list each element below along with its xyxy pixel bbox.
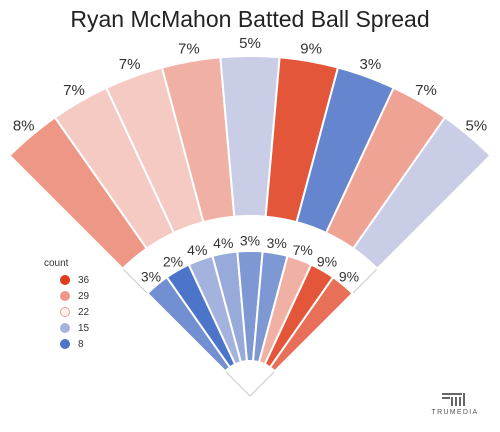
infield-label: 9% xyxy=(339,269,359,285)
trumedia-logo: TRUMEDIA xyxy=(424,392,486,416)
legend-label: 15 xyxy=(78,322,90,334)
infield-label: 2% xyxy=(163,253,183,269)
legend-items: 36 29 22 15 8 xyxy=(44,272,89,352)
outfield-label: 5% xyxy=(465,117,487,134)
trumedia-logo-icon xyxy=(442,393,465,406)
outfield-label: 7% xyxy=(178,40,200,57)
infield-label: 3% xyxy=(267,235,287,251)
legend-label: 36 xyxy=(78,274,90,286)
legend-swatch xyxy=(60,339,70,349)
outfield-label: 9% xyxy=(300,40,322,57)
outfield-label: 7% xyxy=(415,82,437,99)
legend-item: 8 xyxy=(44,336,89,352)
infield-label: 3% xyxy=(141,269,161,285)
outfield-label: 8% xyxy=(13,117,35,134)
legend-item: 36 xyxy=(44,272,89,288)
legend-swatch xyxy=(60,275,70,285)
infield-label: 7% xyxy=(293,242,313,258)
legend-label: 22 xyxy=(78,306,90,318)
legend-swatch xyxy=(60,307,70,317)
infield-label: 4% xyxy=(187,242,207,258)
outfield-label: 7% xyxy=(119,56,141,73)
legend-title: count xyxy=(44,258,69,269)
outfield-wedge xyxy=(351,116,492,271)
legend-label: 8 xyxy=(78,338,84,350)
infield-label: 9% xyxy=(317,253,337,269)
infield-label: 4% xyxy=(213,235,233,251)
infield-label: 3% xyxy=(240,233,260,249)
chart-title: Ryan McMahon Batted Ball Spread xyxy=(70,6,430,32)
legend: count 36 29 22 15 8 xyxy=(44,258,89,352)
legend-swatch xyxy=(60,291,70,301)
outfield-label: 5% xyxy=(239,35,261,52)
legend-item: 22 xyxy=(44,304,89,320)
infield-wedge xyxy=(268,275,354,373)
legend-item: 15 xyxy=(44,320,89,336)
legend-swatch xyxy=(60,323,70,333)
legend-label: 29 xyxy=(78,290,90,302)
legend-item: 29 xyxy=(44,288,89,304)
outfield-label: 3% xyxy=(360,56,382,73)
outfield-label: 7% xyxy=(63,82,85,99)
brand-name: TRUMEDIA xyxy=(431,409,479,416)
